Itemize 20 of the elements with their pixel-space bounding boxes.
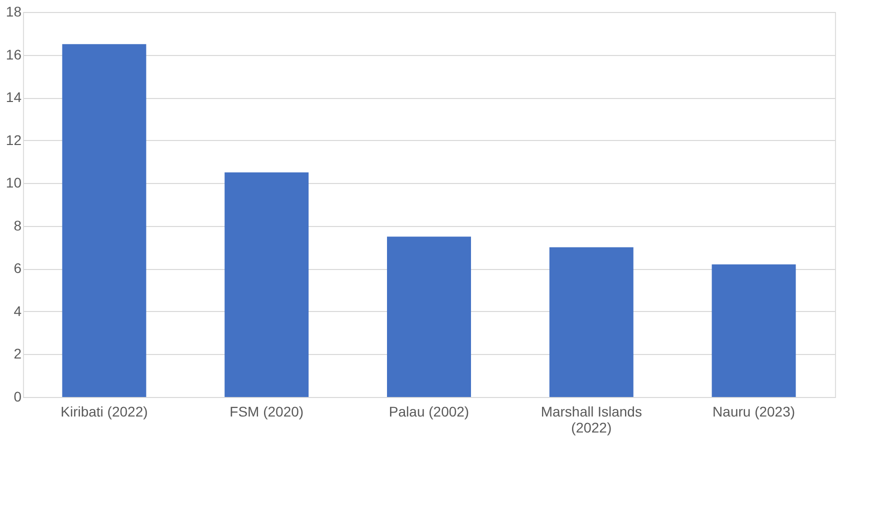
y-tick-label: 16: [6, 46, 22, 62]
y-tick-label: 6: [14, 260, 22, 276]
y-tick-label: 4: [14, 302, 22, 319]
y-tick-label: 8: [14, 217, 22, 234]
x-tick-label: FSM (2020): [230, 404, 304, 420]
y-tick-label: 12: [6, 132, 22, 148]
x-tick-label: Marshall Islands (2022): [540, 404, 642, 436]
y-tick-label: 14: [6, 89, 22, 106]
y-tick-label: 18: [6, 4, 22, 20]
x-tick-label: Nauru (2023): [712, 404, 796, 420]
y-tick-label: 2: [14, 346, 22, 362]
bar: [549, 247, 634, 397]
bar: [224, 172, 309, 397]
bar: [62, 44, 146, 397]
bar: [387, 236, 471, 397]
y-tick-label: 0: [14, 388, 22, 404]
bar: [712, 264, 796, 397]
x-tick-label: Palau (2002): [388, 404, 470, 420]
x-tick-label: Kiribati (2022): [60, 404, 148, 420]
y-tick-label: 10: [6, 174, 22, 191]
